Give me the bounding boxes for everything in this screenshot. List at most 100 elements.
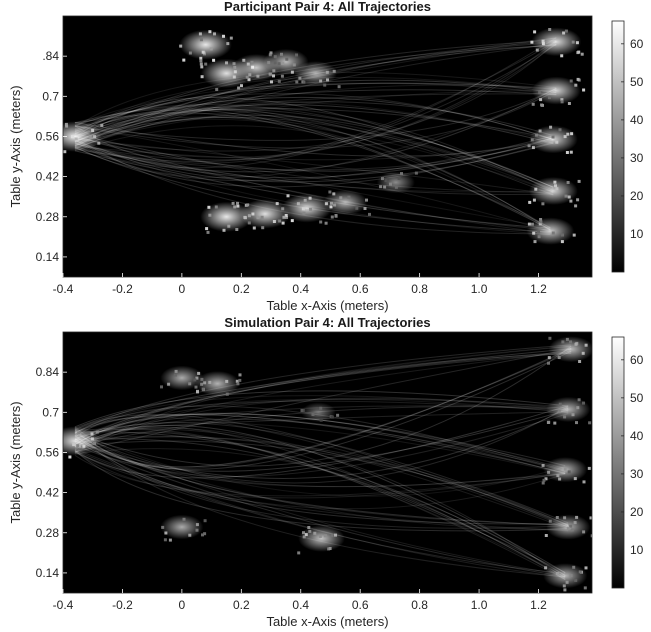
heat-cell — [561, 233, 564, 237]
heat-cell — [71, 135, 74, 139]
heat-cell — [541, 481, 545, 485]
trajectory-trace — [74, 438, 566, 580]
heat-cell — [330, 201, 333, 205]
plot-area — [63, 16, 592, 277]
heat-cell — [205, 227, 209, 231]
heat-cell — [546, 421, 550, 424]
participant-heatmap-panel: Participant Pair 4: All Trajectories -0.4… — [8, 0, 644, 313]
x-tick-label: -0.2 — [112, 598, 133, 612]
heat-cell — [578, 360, 582, 363]
trajectory-trace — [74, 147, 554, 196]
heat-cell — [201, 533, 204, 537]
heat-cell — [164, 531, 168, 535]
heat-cell — [203, 519, 207, 523]
trajectory-trace — [74, 452, 566, 510]
heat-cell — [173, 373, 177, 377]
heat-cell — [275, 202, 279, 206]
hotspot — [531, 27, 582, 57]
heat-cell — [168, 538, 172, 542]
x-tick-label: 1.0 — [471, 282, 488, 296]
heat-cell — [323, 534, 327, 538]
heat-cell — [197, 371, 201, 375]
trajectory-trace — [74, 418, 566, 475]
heat-cell — [368, 212, 371, 216]
heat-cell — [182, 517, 186, 521]
heat-cell — [363, 207, 367, 210]
heat-cell — [574, 204, 578, 208]
heat-cell — [565, 580, 569, 584]
heat-cell — [347, 195, 351, 199]
heat-cell — [243, 216, 247, 220]
trajectory-trace — [74, 40, 557, 147]
trajectory-trace — [74, 41, 557, 152]
heat-cell — [302, 409, 306, 412]
heat-cell — [195, 528, 199, 532]
heat-cell — [537, 235, 541, 239]
heat-cell — [544, 566, 548, 570]
heat-cell — [59, 145, 62, 148]
heat-cell — [280, 52, 283, 56]
trajectory-trace — [74, 93, 557, 134]
heat-cell — [250, 60, 254, 64]
heat-cell — [332, 69, 336, 73]
trajectory-trace — [74, 96, 554, 141]
colorbar-tick-label: 20 — [630, 505, 644, 519]
heat-cell — [576, 198, 580, 202]
heat-cell — [582, 480, 586, 484]
heat-cell — [538, 129, 542, 133]
trajectory-trace — [74, 37, 557, 125]
heat-cell — [281, 221, 285, 225]
heat-cell — [573, 521, 577, 525]
trajectory-trace — [74, 406, 569, 484]
heat-cell — [82, 444, 86, 448]
heat-cell — [394, 185, 398, 189]
heat-cell — [225, 61, 228, 65]
heat-cell — [226, 42, 230, 46]
heat-cell — [565, 337, 569, 341]
heat-cell — [538, 222, 542, 226]
hotspot — [195, 371, 240, 397]
x-tick-label: 1.2 — [530, 598, 547, 612]
heat-cell — [64, 122, 68, 126]
heat-cell — [531, 102, 535, 106]
heat-cell — [575, 515, 579, 519]
heat-cell — [557, 410, 561, 414]
trajectory-trace — [74, 82, 557, 132]
heat-cell — [270, 80, 273, 84]
y-tick-label: 0.84 — [36, 365, 60, 379]
heat-cell — [60, 445, 63, 448]
heat-cell — [564, 194, 568, 198]
heat-cell — [548, 519, 552, 523]
trajectory-trace — [74, 91, 557, 179]
heat-cell — [566, 181, 570, 184]
trajectory-trace — [74, 101, 554, 142]
heat-cell — [555, 187, 559, 191]
heat-cell — [577, 398, 581, 402]
trajectory-trace — [74, 104, 554, 144]
heat-cell — [237, 86, 241, 90]
hotspot — [546, 396, 591, 423]
trajectory-trace — [74, 43, 557, 163]
heat-cell — [397, 176, 401, 180]
colorbar — [611, 336, 625, 589]
hotspot — [528, 125, 578, 154]
heat-cell — [530, 138, 534, 142]
y-tick-label: 0.7 — [42, 89, 59, 103]
heat-cell — [384, 179, 388, 183]
colorbar-tick-label: 50 — [630, 391, 644, 405]
heat-cell — [334, 533, 337, 537]
heat-cell — [300, 409, 304, 412]
trajectory-trace — [74, 416, 569, 528]
heat-cell — [555, 572, 559, 575]
heat-cell — [554, 184, 557, 188]
heat-cell — [337, 85, 341, 89]
trajectory-trace — [74, 137, 554, 161]
heat-cell — [277, 62, 281, 66]
trajectory-layer — [59, 27, 586, 245]
heat-cell — [208, 380, 212, 384]
heat-cell — [95, 430, 99, 434]
hotspot — [160, 514, 204, 540]
heat-cell — [573, 477, 577, 481]
heat-cell — [208, 213, 212, 217]
trajectory-layer — [60, 336, 592, 592]
